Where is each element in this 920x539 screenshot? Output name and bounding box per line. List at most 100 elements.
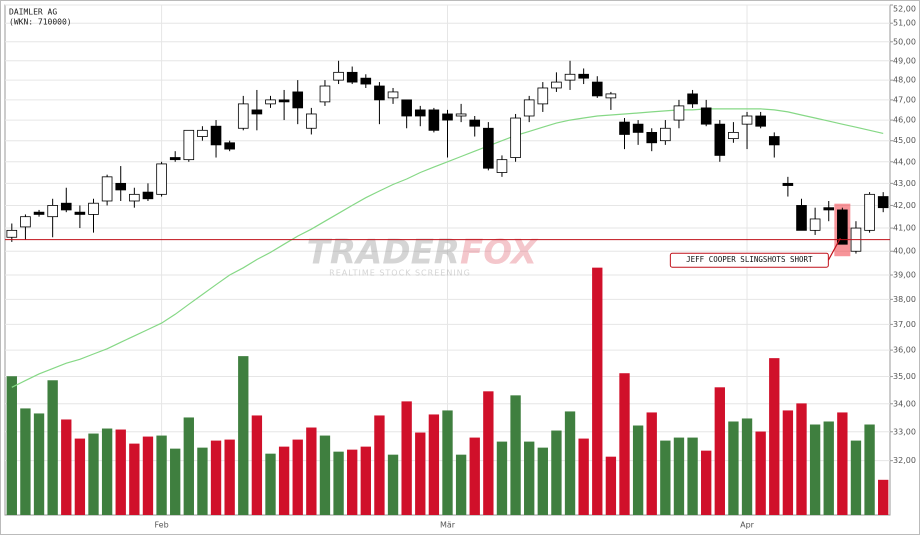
annotation-pointer: [827, 237, 841, 261]
candle-body: [877, 196, 889, 209]
volume-bar: [714, 387, 725, 515]
y-tick-label: 49,00: [893, 56, 916, 65]
volume-bar: [115, 429, 126, 515]
volume-bar: [306, 427, 317, 515]
candle-body: [428, 109, 440, 131]
y-tick-label: 41,00: [893, 224, 916, 233]
volume-bar: [292, 439, 303, 515]
candle-body: [292, 91, 304, 109]
candle-body: [823, 207, 835, 211]
volume-bar: [428, 414, 440, 515]
candle-body: [741, 115, 753, 125]
volume-bar: [592, 267, 603, 515]
candle-body: [197, 129, 208, 137]
volume-bar: [33, 413, 45, 515]
ma-layer: [11, 108, 884, 388]
y-tick-label: 43,00: [893, 179, 916, 188]
volume-bar: [6, 376, 17, 515]
candle-body: [564, 73, 576, 81]
y-tick-label: 36,00: [893, 346, 916, 355]
candle-body: [469, 119, 481, 127]
candle-body: [129, 193, 140, 202]
y-tick-label: 35,00: [893, 372, 916, 381]
annotation-box: [669, 252, 829, 268]
candle-body: [387, 91, 399, 99]
volume-bar: [415, 432, 426, 515]
candle-body: [74, 211, 86, 215]
y-tick-label: 32,00: [893, 456, 916, 465]
volume-bar: [864, 424, 875, 515]
volume-bar: [619, 373, 630, 515]
volume-bar: [101, 428, 113, 515]
volume-bar: [755, 431, 766, 515]
volume-bar: [823, 421, 834, 515]
candle-body: [374, 85, 385, 101]
volume-bar: [88, 433, 99, 515]
volume-bar: [578, 438, 589, 515]
candle-body: [523, 99, 535, 117]
volume-bar: [469, 437, 480, 515]
volume-bar: [20, 408, 31, 515]
candle-body: [33, 211, 45, 215]
candle-body: [455, 113, 467, 117]
volume-bar: [47, 380, 58, 515]
volume-bar: [632, 425, 644, 515]
candle-body: [6, 229, 18, 238]
volume-bar: [142, 436, 154, 515]
volume-bar: [551, 430, 562, 515]
candle-body: [210, 125, 222, 146]
y-tick-label: 39,00: [893, 270, 916, 279]
y-tick-label: 50,00: [893, 37, 916, 46]
volume-bar: [741, 418, 753, 515]
volume-layer: [6, 267, 889, 515]
chart-subtitle: (WKN: 710000): [9, 18, 72, 27]
watermark-right: FOX: [460, 233, 539, 273]
watermark-tagline: REALTIME STOCK SCREENING: [329, 269, 471, 278]
y-tick-label: 46,00: [893, 116, 916, 125]
candle-body: [632, 123, 644, 133]
volume-bar: [224, 439, 235, 515]
candle-body: [578, 73, 589, 79]
candle-body: [142, 191, 154, 200]
volume-bar: [809, 424, 821, 515]
volume-bar: [701, 450, 712, 515]
y-tick-label: 48,00: [893, 76, 916, 85]
candle-body: [156, 163, 167, 195]
volume-bar: [605, 456, 617, 515]
candle-body: [755, 115, 766, 127]
candle-body: [183, 129, 195, 161]
candle-body: [496, 159, 508, 173]
candle-body: [768, 136, 780, 146]
volume-bar: [183, 417, 194, 515]
candle-body: [251, 109, 263, 115]
volume-bar: [796, 403, 807, 515]
candle-body: [20, 216, 31, 228]
x-tick-label: Mär: [440, 521, 456, 530]
volume-bar: [319, 435, 331, 515]
candle-body: [101, 176, 113, 202]
candle-body: [115, 182, 127, 191]
candle-body: [442, 113, 453, 121]
volume-bar: [728, 421, 739, 515]
candle-body: [700, 107, 712, 125]
volume-bar: [387, 454, 399, 515]
y-tick-label: 40,00: [893, 247, 916, 256]
x-tick-label: Feb: [154, 521, 168, 530]
candle-body: [809, 218, 821, 231]
candle-body: [483, 127, 494, 169]
candle-body: [551, 81, 562, 89]
annotation-layer: JEFF COOPER SLINGSHOTS SHORT: [669, 237, 841, 268]
candle-body: [60, 202, 72, 211]
volume-bar: [347, 449, 358, 515]
volume-bar: [374, 415, 385, 515]
volume-bar: [360, 446, 371, 515]
volume-bar: [333, 451, 344, 515]
volume-bar: [524, 441, 535, 515]
candle-body: [714, 123, 726, 156]
y-tick-label: 44,00: [893, 157, 916, 166]
volume-bar: [129, 443, 140, 515]
candle-body: [414, 109, 426, 117]
volume-bar: [646, 412, 657, 515]
watermark-left: TRADER: [307, 233, 460, 273]
